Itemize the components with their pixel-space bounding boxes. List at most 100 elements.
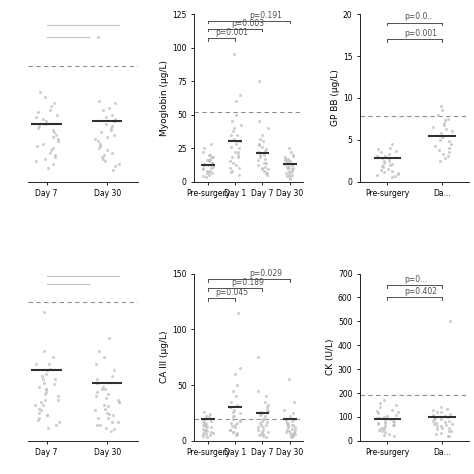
Point <box>262 392 270 400</box>
Point <box>237 417 244 425</box>
Point <box>207 431 214 439</box>
Point <box>94 33 102 40</box>
Point <box>228 403 235 411</box>
Point <box>208 170 216 177</box>
Point <box>43 411 51 419</box>
Point <box>378 155 386 162</box>
Point <box>258 428 265 436</box>
Point <box>264 428 272 436</box>
Point <box>94 137 102 145</box>
Point <box>114 418 121 425</box>
Point <box>209 429 217 437</box>
Point <box>207 424 215 431</box>
Point <box>284 420 292 428</box>
Point <box>207 140 215 148</box>
Point <box>292 430 299 438</box>
Point <box>40 309 47 316</box>
Text: p=0.029: p=0.029 <box>249 269 282 278</box>
Point <box>441 117 448 124</box>
Point <box>31 401 39 409</box>
Point <box>259 430 266 438</box>
Point <box>205 156 213 164</box>
Point <box>389 421 397 429</box>
Point <box>204 424 211 431</box>
Point <box>435 111 442 118</box>
Point <box>281 406 288 413</box>
Point <box>261 398 269 406</box>
Point <box>290 164 297 172</box>
Point <box>233 429 241 437</box>
Point <box>254 354 262 361</box>
Point <box>108 127 115 134</box>
Point <box>202 430 210 438</box>
Point <box>227 131 235 138</box>
Point <box>105 334 112 342</box>
Point <box>33 360 40 367</box>
Point <box>110 118 118 125</box>
Point <box>374 407 381 415</box>
Point <box>283 159 291 166</box>
Point <box>386 150 393 158</box>
Point <box>201 415 208 422</box>
Point <box>286 168 294 176</box>
Point <box>108 111 116 118</box>
Point <box>284 155 292 163</box>
Point <box>291 426 299 433</box>
Point <box>254 426 262 433</box>
Point <box>438 102 445 110</box>
Point <box>441 155 448 162</box>
Point <box>444 432 452 439</box>
Point <box>285 168 293 176</box>
Point <box>286 175 294 182</box>
Point <box>378 428 386 435</box>
Point <box>207 164 215 172</box>
Point <box>115 399 123 406</box>
Point <box>201 415 209 422</box>
Point <box>99 155 107 163</box>
Point <box>38 399 46 406</box>
Point <box>40 401 47 409</box>
Point <box>100 354 108 361</box>
Text: p=0.0..: p=0.0.. <box>404 12 432 21</box>
Point <box>378 163 385 170</box>
Point <box>36 89 44 96</box>
Point <box>256 151 264 158</box>
Point <box>286 429 294 437</box>
Point <box>201 422 209 430</box>
Point <box>264 170 271 177</box>
Point <box>49 133 57 141</box>
Text: p=0.191: p=0.191 <box>249 10 282 19</box>
Point <box>230 51 238 58</box>
Point <box>230 124 237 132</box>
Point <box>386 416 393 423</box>
Point <box>233 419 240 427</box>
Point <box>445 137 453 145</box>
Point <box>41 93 49 100</box>
Point <box>40 115 47 123</box>
Point <box>108 124 115 132</box>
Point <box>377 166 384 173</box>
Point <box>52 131 60 138</box>
Point <box>445 432 453 440</box>
Point <box>231 424 238 431</box>
Point <box>232 431 240 439</box>
Y-axis label: CK (U/L): CK (U/L) <box>326 339 335 375</box>
Point <box>282 428 290 436</box>
Point <box>256 154 264 161</box>
Point <box>254 156 261 164</box>
Point <box>283 419 291 427</box>
Point <box>257 421 265 429</box>
Point <box>97 128 104 136</box>
Point <box>236 416 244 423</box>
Point <box>44 424 52 432</box>
Point <box>47 146 55 154</box>
Point <box>38 373 46 380</box>
Point <box>101 405 109 412</box>
Point <box>290 421 297 429</box>
Point <box>208 154 216 161</box>
Point <box>43 385 50 393</box>
Point <box>282 170 289 177</box>
Point <box>203 167 210 174</box>
Point <box>447 427 455 435</box>
Point <box>43 370 50 378</box>
